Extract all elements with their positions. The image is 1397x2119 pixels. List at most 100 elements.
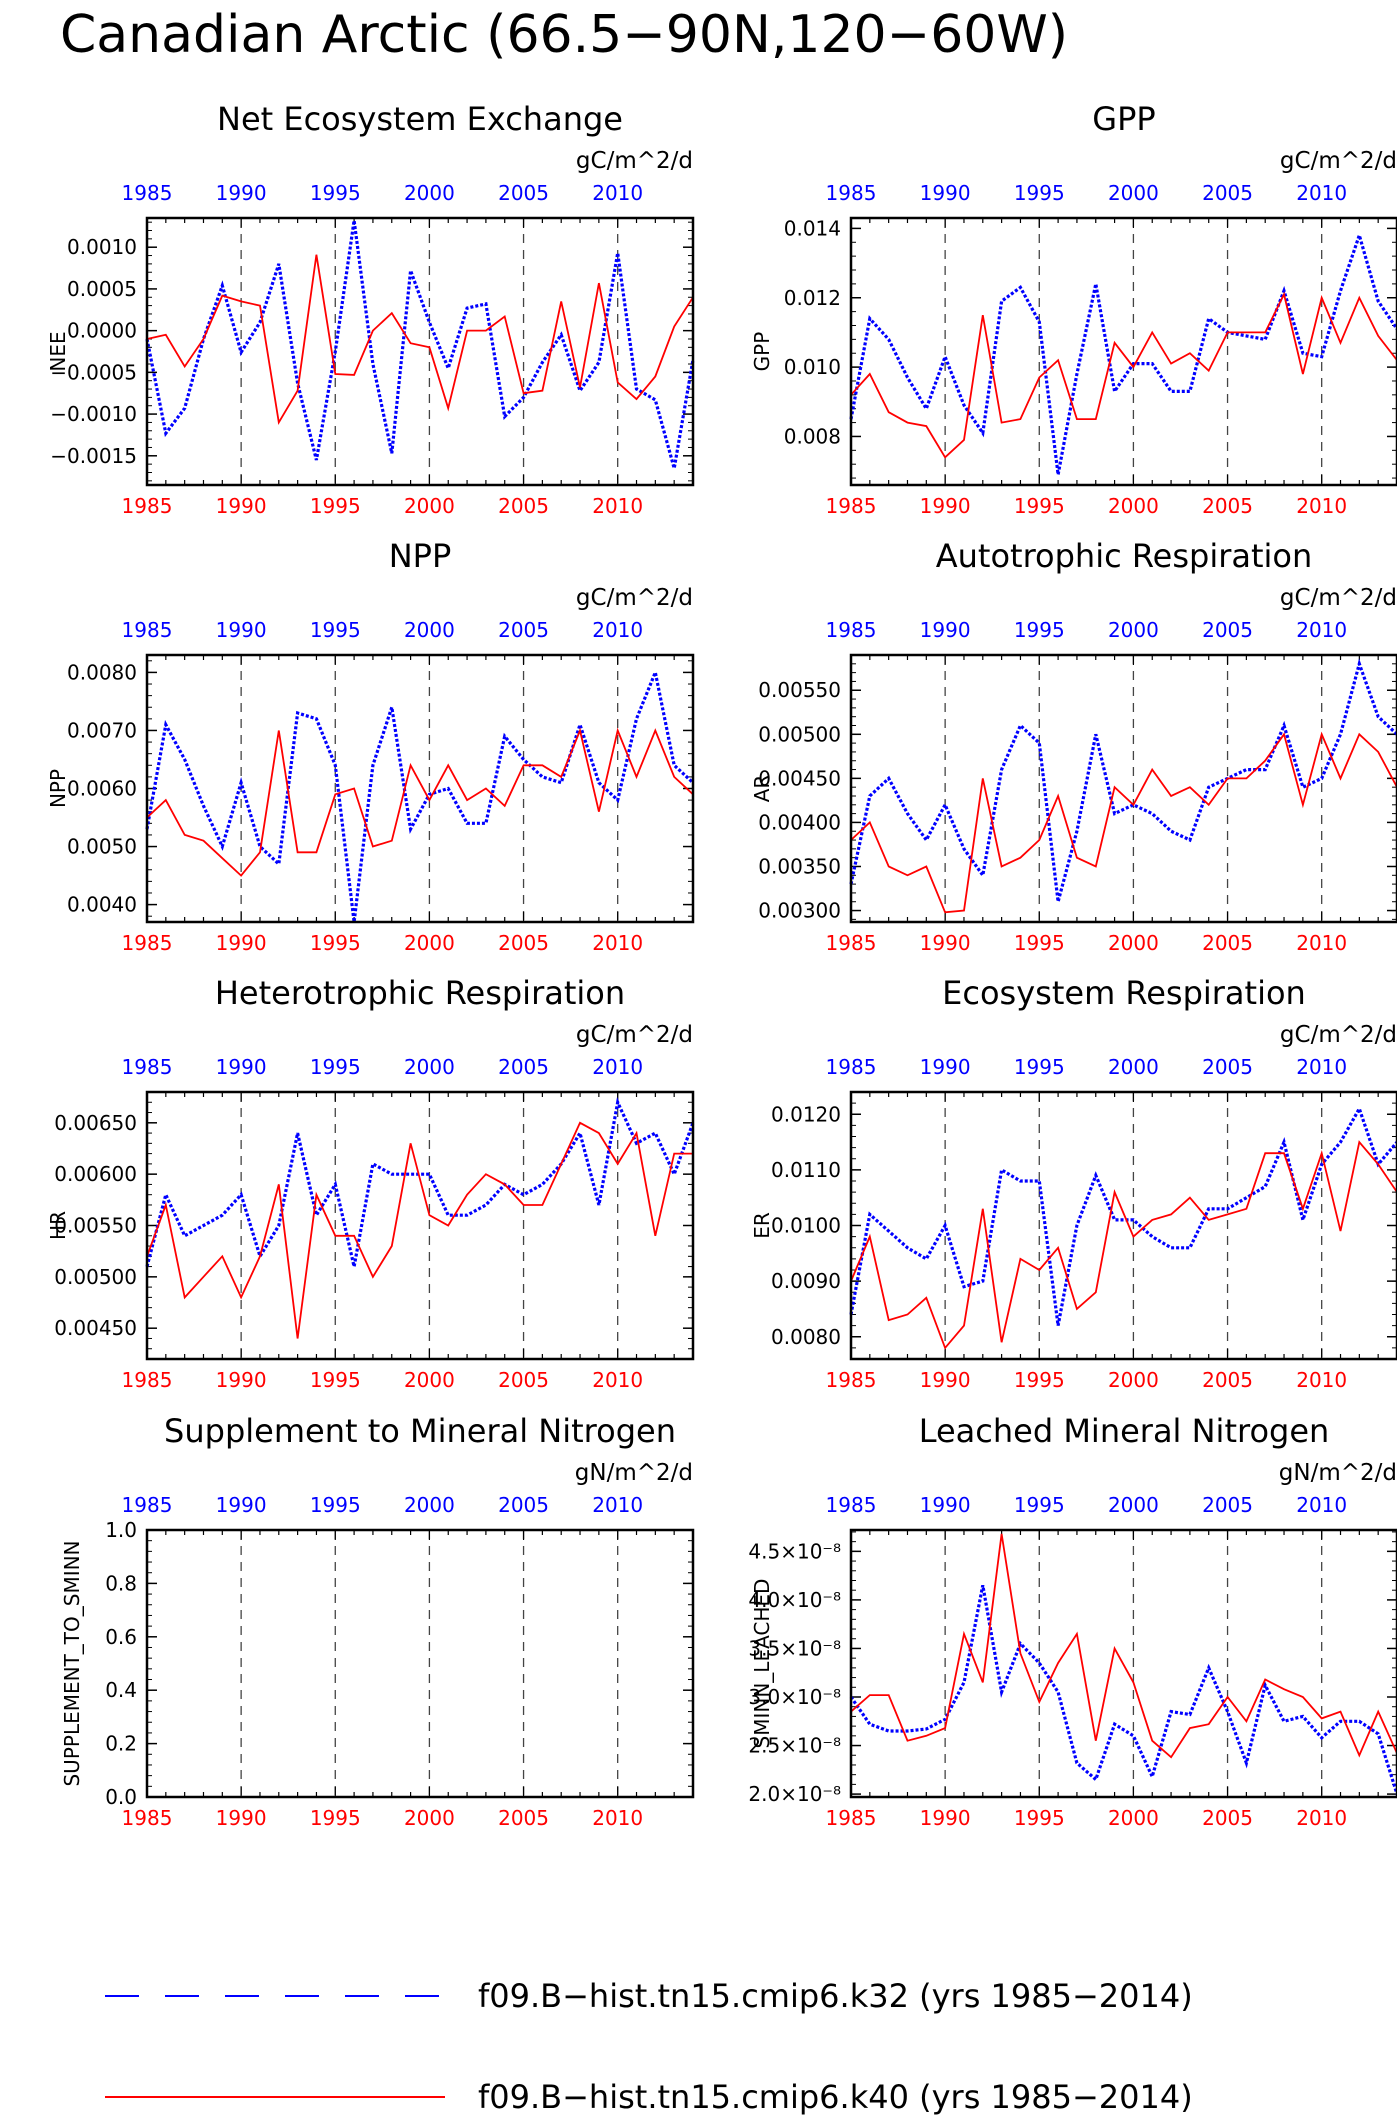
x-top-tick-label: 1995: [310, 1493, 361, 1517]
panel-title: Leached Mineral Nitrogen: [919, 1412, 1330, 1450]
x-bottom-tick-label: 2005: [1202, 1806, 1253, 1830]
panel-ecosystem-respiration: Ecosystem Respiration gC/m^2/d 0.0120 0.011…: [750, 974, 1397, 1392]
y-tick-label: 3.0×10⁻⁸: [748, 1685, 841, 1709]
legend-k40-label: f09.B−hist.tn15.cmip6.k40 (yrs 1985−2014…: [478, 2078, 1193, 2116]
x-top-tick-label: 1985: [826, 181, 877, 205]
y-tick-label: 0.00550: [54, 1214, 137, 1238]
x-bottom-tick-label: 1990: [920, 1806, 971, 1830]
y-tick-label: 0.0: [105, 1785, 137, 1809]
panel-heterotrophic-respiration: Heterotrophic Respiration gC/m^2/d 0.00650…: [46, 974, 695, 1392]
x-bottom-tick-label: 2010: [592, 1806, 643, 1830]
x-top-tick-label: 2010: [592, 1055, 643, 1079]
x-top-tick-label: 2000: [1108, 1493, 1159, 1517]
x-top-tick-label: 1990: [216, 1493, 267, 1517]
x-bottom-tick-label: 1995: [310, 1368, 361, 1392]
series-line-k32: [145, 220, 695, 469]
x-top-tick-label: 1985: [826, 1493, 877, 1517]
x-top-tick-label: 1995: [1014, 618, 1065, 642]
plot-frame: [849, 1528, 1397, 1799]
x-bottom-tick-label: 1995: [310, 494, 361, 518]
y-tick-label: 0.00550: [758, 678, 841, 702]
y-tick-label: 0.010: [784, 355, 841, 379]
x-bottom-tick-label: 2005: [498, 494, 549, 518]
x-top-tick-label: 2000: [1108, 1055, 1159, 1079]
x-top-tick-label: 2010: [592, 1493, 643, 1517]
x-top-tick-label: 2010: [1296, 618, 1347, 642]
y-tick-label: 4.0×10⁻⁸: [748, 1588, 841, 1612]
x-top-tick-label: 1990: [920, 1493, 971, 1517]
series-line-k32: [849, 658, 1397, 903]
x-bottom-tick-label: 2000: [404, 1368, 455, 1392]
plot-frame: [145, 1528, 695, 1799]
x-top-tick-label: 1985: [826, 1055, 877, 1079]
series-line-k32: [849, 1104, 1397, 1326]
x-bottom-tick-label: 1985: [122, 494, 173, 518]
y-tick-label: 0.0110: [771, 1158, 841, 1182]
x-bottom-tick-label: 2000: [1108, 931, 1159, 955]
y-tick-label: 0.00450: [758, 766, 841, 790]
y-tick-label: 0.014: [784, 216, 841, 240]
y-tick-label: −0.0005: [50, 360, 137, 384]
x-bottom-tick-label: 1985: [826, 1806, 877, 1830]
x-top-tick-label: 2000: [1108, 181, 1159, 205]
x-top-tick-label: 2005: [1202, 1055, 1253, 1079]
y-tick-label: 0.8: [105, 1571, 137, 1595]
x-top-tick-label: 1990: [920, 181, 971, 205]
panel-leached-mineral-nitrogen: Leached Mineral Nitrogen gN/m^2/d 4.5×10⁻⁸…: [748, 1412, 1397, 1830]
y-tick-label: 0.0100: [771, 1214, 841, 1238]
x-bottom-tick-label: 1990: [216, 494, 267, 518]
x-top-tick-label: 1985: [826, 618, 877, 642]
x-top-tick-label: 2010: [592, 618, 643, 642]
series-line-k40: [850, 1533, 1397, 1759]
x-bottom-tick-label: 2010: [1296, 931, 1347, 955]
panels-group: Net Ecosystem ExchangegC/m^2/d0.00100.00…: [46, 100, 1397, 1830]
x-top-tick-label: 1995: [1014, 1055, 1065, 1079]
units-label: gN/m^2/d: [575, 1460, 693, 1486]
x-bottom-tick-label: 2010: [592, 1368, 643, 1392]
y-tick-label: 0.0080: [771, 1325, 841, 1349]
x-top-tick-label: 2010: [592, 181, 643, 205]
units-label: gC/m^2/d: [1280, 148, 1397, 174]
x-bottom-tick-label: 1995: [310, 931, 361, 955]
x-top-tick-label: 1995: [1014, 181, 1065, 205]
x-bottom-tick-label: 2005: [1202, 1368, 1253, 1392]
x-bottom-tick-label: 2010: [1296, 1806, 1347, 1830]
x-top-tick-label: 1995: [1014, 1493, 1065, 1517]
y-axis-label: SUPPLEMENT_TO_SMINN: [60, 1540, 84, 1786]
panel-gpp: GPP gC/m^2/d 0.014 0.012 0.010 0.008 1985 1990 1…: [750, 100, 1397, 518]
x-bottom-tick-label: 1985: [122, 1806, 173, 1830]
x-bottom-tick-label: 1985: [826, 931, 877, 955]
units-label: gC/m^2/d: [576, 585, 693, 611]
panel-title: Heterotrophic Respiration: [215, 974, 625, 1012]
series-line-k40: [146, 254, 694, 425]
x-top-tick-label: 2005: [498, 1493, 549, 1517]
x-top-tick-label: 1990: [216, 1055, 267, 1079]
panel-title: Supplement to Mineral Nitrogen: [164, 1412, 676, 1450]
series-line-k32: [849, 229, 1397, 475]
y-axis-label: AR: [750, 775, 774, 803]
x-bottom-tick-label: 1990: [920, 494, 971, 518]
y-tick-label: 0.00300: [758, 899, 841, 923]
x-bottom-tick-label: 2010: [592, 494, 643, 518]
x-top-tick-label: 1985: [122, 1493, 173, 1517]
panel-title: NPP: [389, 537, 452, 575]
plot-frame: [849, 216, 1397, 487]
panel-autotrophic-respiration: Autotrophic Respiration gC/m^2/d 0.00550 0.…: [750, 537, 1397, 955]
x-bottom-tick-label: 2000: [404, 931, 455, 955]
legend: f09.B−hist.tn15.cmip6.k32 (yrs 1985−2014…: [105, 1977, 1193, 2116]
x-top-tick-label: 2005: [1202, 618, 1253, 642]
x-top-tick-label: 1985: [122, 618, 173, 642]
x-bottom-tick-label: 2005: [498, 1368, 549, 1392]
y-tick-label: −0.0015: [50, 444, 137, 468]
y-tick-label: 0.0040: [67, 893, 137, 917]
y-tick-label: 0.0080: [67, 660, 137, 684]
x-bottom-tick-label: 1995: [1014, 931, 1065, 955]
x-bottom-tick-label: 1995: [310, 1806, 361, 1830]
y-tick-label: 4.5×10⁻⁸: [748, 1539, 841, 1563]
x-top-tick-label: 1985: [122, 181, 173, 205]
y-axis-label: SMINN_LEACHED: [750, 1579, 774, 1749]
x-top-tick-label: 2005: [498, 618, 549, 642]
x-bottom-tick-label: 2005: [1202, 931, 1253, 955]
x-bottom-tick-label: 1990: [216, 931, 267, 955]
